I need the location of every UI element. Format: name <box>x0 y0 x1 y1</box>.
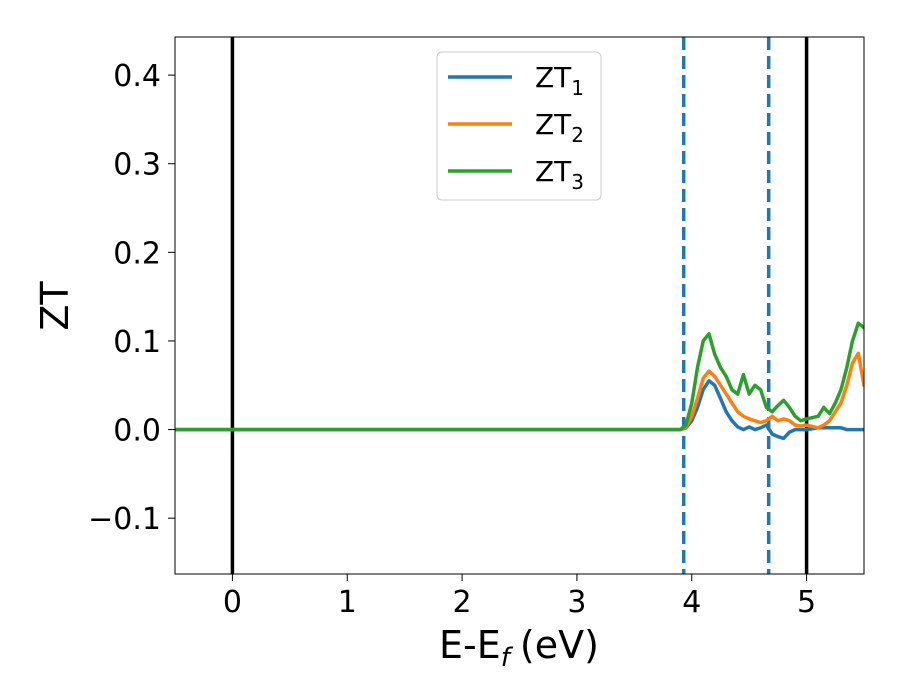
x-axis: 0 1 2 3 4 5 <box>223 574 816 620</box>
series-line-2 <box>175 351 864 432</box>
plot-frame <box>174 36 865 575</box>
x-tick-label: 0 <box>223 585 242 620</box>
y-axis-label: ZT <box>33 281 77 331</box>
x-tick-label: 1 <box>338 585 357 620</box>
y-tick-label: 0.3 <box>113 148 161 183</box>
y-tick-label: 0.0 <box>113 414 161 449</box>
legend-label-1: ZT1 <box>535 61 584 100</box>
y-axis: −0.1 0.0 0.1 0.2 0.3 0.4 <box>88 59 175 537</box>
legend-box <box>436 51 602 201</box>
x-axis-label: E-Ef (eV) <box>439 623 599 673</box>
x-tick-label: 2 <box>453 585 472 620</box>
y-tick-label: −0.1 <box>88 502 161 537</box>
y-tick-label: 0.2 <box>113 236 161 271</box>
y-tick-label: 0.1 <box>113 325 161 360</box>
legend: ZT1 ZT2 ZT3 <box>436 51 602 201</box>
vertical-reference-lines <box>230 37 809 574</box>
x-tick-label: 4 <box>682 585 701 620</box>
legend-label-3: ZT3 <box>535 155 584 194</box>
series-line-1 <box>175 379 864 441</box>
series-lines <box>175 321 864 441</box>
x-tick-label: 5 <box>797 585 816 620</box>
y-tick-label: 0.4 <box>113 59 161 94</box>
legend-label-2: ZT2 <box>535 108 584 147</box>
x-tick-label: 3 <box>567 585 586 620</box>
series-line-3 <box>175 321 864 432</box>
